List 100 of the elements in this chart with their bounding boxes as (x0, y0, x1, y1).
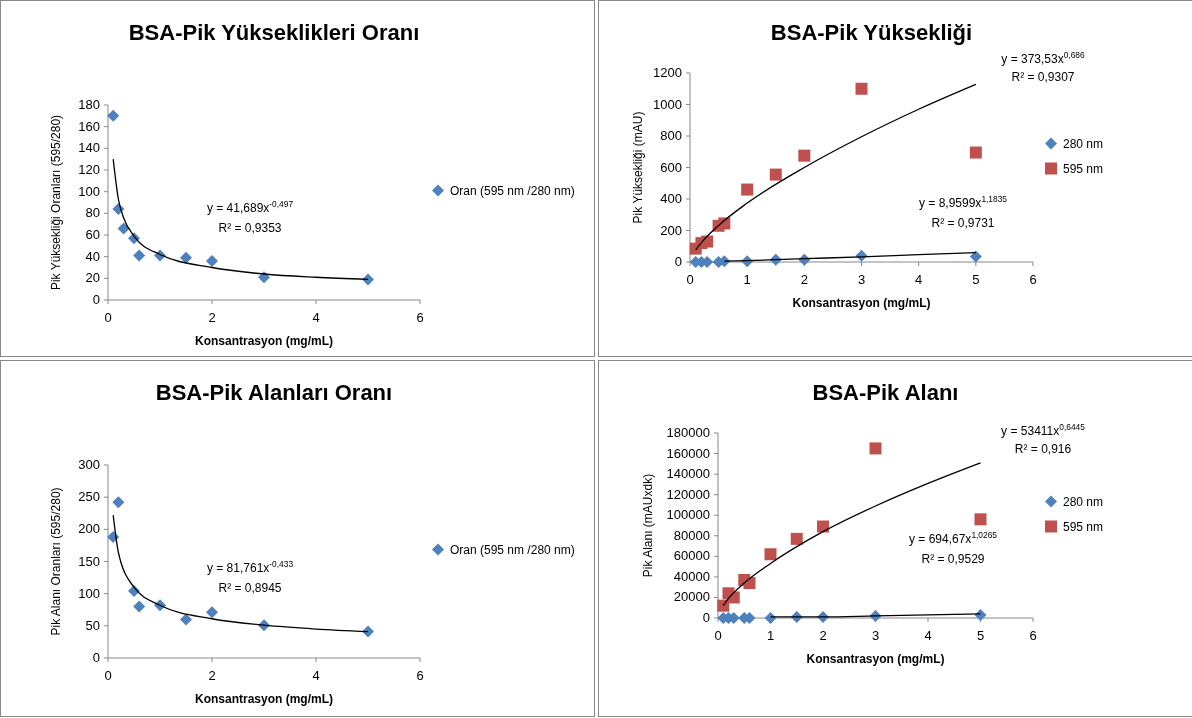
y-tick-label: 140 (78, 140, 100, 156)
annotation: y = 81,761x$^{-0,433}$ (206, 559, 294, 575)
x-tick-label: 6 (416, 310, 424, 325)
y-axis-title: Pik Alanı Oranları (595/280) (49, 487, 63, 636)
point (180, 613, 192, 626)
annotation: y = 53411x$^{0,6445}$ (1001, 422, 1086, 438)
x-tick-label: 6 (1029, 272, 1037, 287)
y-tick-label: 150 (78, 553, 100, 569)
point (112, 496, 125, 509)
x-tick-label: 6 (416, 668, 424, 683)
y-tick-label: 140000 (666, 466, 710, 482)
x-tick-label: 2 (819, 628, 827, 643)
x-tick-label: 4 (312, 310, 320, 325)
y-tick-label: 0 (702, 610, 710, 625)
point (701, 235, 714, 248)
x-tick-label: 2 (800, 272, 808, 287)
y-tick-label: 0 (674, 254, 682, 269)
x-tick-label: 5 (972, 272, 980, 287)
y-tick-label: 20000 (673, 589, 710, 605)
x-tick-label: 0 (104, 310, 112, 325)
point (764, 548, 777, 561)
y-tick-label: 100 (78, 585, 100, 601)
legend-label: 280 nm (1063, 136, 1104, 151)
x-tick-label: 3 (871, 628, 880, 643)
x-tick-label: 1 (766, 628, 775, 643)
x-axis-title: Konsantrasyon (mg/mL) (792, 296, 931, 310)
point (855, 82, 868, 95)
y-axis-title: Pik Yüksekliği (mAU) (631, 111, 645, 224)
y-tick-label: 250 (78, 489, 100, 505)
annotation: R² = 0,9307 (1011, 70, 1075, 84)
point (969, 250, 982, 263)
point (741, 183, 754, 196)
x-tick-label: 3 (857, 272, 866, 287)
point (798, 149, 811, 162)
annotation: y = 41,689x$^{-0,497}$ (206, 199, 294, 215)
point (743, 577, 756, 590)
point (133, 249, 146, 262)
x-tick-label: 4 (924, 628, 932, 643)
x-axis-title: Konsantrasyon (mg/mL) (194, 692, 334, 706)
legend-label: Oran (595 nm /280 nm) (450, 183, 575, 198)
y-tick-label: 20 (85, 270, 100, 286)
y-tick-label: 200 (78, 521, 100, 537)
point (817, 520, 829, 533)
y-tick-label: 180000 (666, 425, 710, 440)
x-tick-label: 5 (976, 628, 985, 643)
text: y = 373,53x$^{0,686}$ (1001, 50, 1086, 66)
chart-title: BSA-Pik Yükseklikleri Oranı (128, 20, 420, 45)
x-tick-label: 4 (312, 668, 320, 683)
legend-label: 595 nm (1063, 161, 1104, 176)
legend-label: 595 nm (1063, 519, 1104, 534)
chart-title: BSA-Pik Alanı (812, 380, 959, 405)
point (790, 532, 803, 545)
point (717, 599, 730, 612)
y-tick-label: 50 (85, 617, 100, 633)
annotation: R² = 0,8945 (218, 581, 282, 595)
x-tick-label: 0 (104, 668, 112, 683)
point (362, 273, 374, 286)
y-tick-label: 0 (92, 292, 100, 307)
legend-label: 280 nm (1063, 494, 1104, 509)
annotation: R² = 0,9731 (931, 216, 995, 230)
point (362, 625, 374, 638)
y-tick-label: 400 (660, 191, 682, 206)
y-tick-label: 40000 (673, 568, 710, 584)
y-tick-label: 60 (85, 227, 100, 242)
y-tick-label: 100 (78, 183, 100, 199)
chart-title: BSA-Pik Yüksekliği (770, 20, 973, 45)
chart-title: BSA-Pik Alanları Oranı (155, 380, 393, 405)
point (180, 251, 192, 264)
y-tick-label: 180 (78, 97, 100, 112)
y-tick-label: 120000 (666, 486, 710, 502)
y-tick-label: 600 (660, 159, 682, 175)
annotation: R² = 0,9529 (921, 552, 985, 566)
y-tick-label: 300 (78, 457, 100, 472)
y-tick-label: 1000 (653, 96, 682, 112)
x-tick-label: 1 (743, 272, 751, 287)
x-tick-label: 2 (208, 310, 216, 325)
x-tick-label: 0 (714, 628, 722, 643)
y-tick-label: 160 (78, 118, 100, 134)
y-tick-label: 200 (660, 222, 682, 238)
annotation: y = 8,9599x$^{1,1835}$ (918, 194, 1008, 210)
point (206, 606, 218, 619)
annotation: R² = 0,916 (1014, 442, 1072, 456)
y-tick-label: 80000 (673, 527, 710, 543)
annotation: y = 694,67x$^{1,0265}$ (908, 530, 998, 546)
y-tick-label: 800 (660, 128, 682, 143)
y-tick-label: 1200 (653, 65, 682, 80)
y-tick-label: 0 (92, 650, 100, 665)
y-tick-label: 100000 (666, 507, 710, 523)
x-axis-title: Konsantrasyon (mg/mL) (806, 652, 945, 666)
x-axis-title: Konsantrasyon (mg/mL) (194, 334, 334, 348)
y-axis-title: Pik Yüksekliği Oranları (595/280) (49, 114, 63, 291)
y-axis-title: Pik Alanı (mAUxdk) (641, 473, 655, 578)
x-tick-label: 4 (915, 272, 923, 287)
annotation: R² = 0,9353 (218, 221, 282, 235)
y-tick-label: 60000 (673, 548, 710, 564)
point (206, 255, 218, 267)
point (133, 600, 146, 613)
x-tick-label: 2 (208, 668, 216, 683)
point (969, 146, 982, 159)
point (869, 442, 882, 455)
